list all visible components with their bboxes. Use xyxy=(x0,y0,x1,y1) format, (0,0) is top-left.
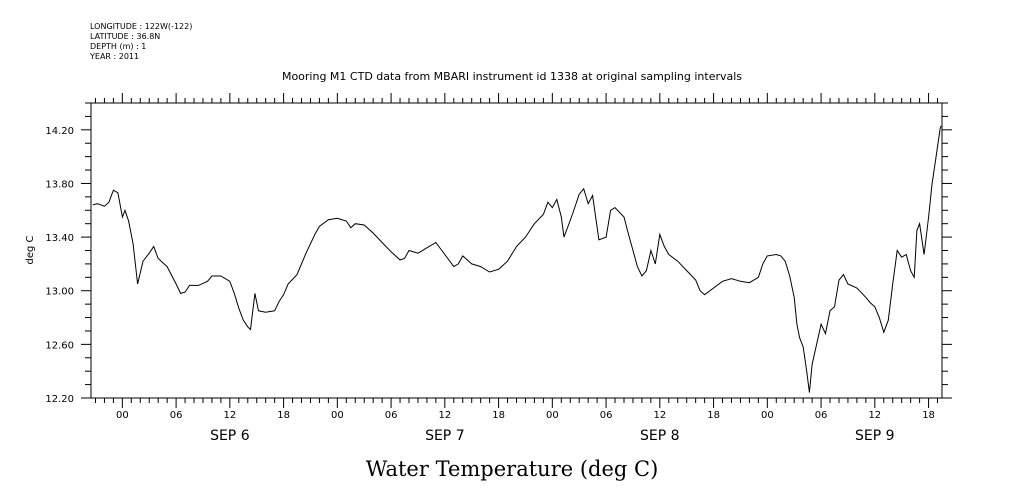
x-tick-label: 18 xyxy=(492,410,505,421)
y-tick-label: 13.00 xyxy=(45,287,74,298)
y-tick-label: 12.60 xyxy=(45,340,74,351)
x-tick-label: 06 xyxy=(815,410,828,421)
y-tick-label: 13.80 xyxy=(45,179,74,190)
y-tick-label: 13.40 xyxy=(45,233,74,244)
temperature-series-line xyxy=(92,125,942,393)
x-tick-label: 00 xyxy=(331,410,344,421)
day-label: SEP 7 xyxy=(425,428,465,444)
x-tick-label: 18 xyxy=(277,410,290,421)
x-axis-day-labels: SEP 6 SEP 7 SEP 8 SEP 9 xyxy=(210,428,895,444)
y-tick-label: 12.20 xyxy=(45,394,74,405)
year-label: YEAR : 2011 xyxy=(90,52,140,61)
x-tick-label: 12 xyxy=(223,410,236,421)
x-tick-label: 18 xyxy=(707,410,720,421)
longitude-label: LONGITUDE : 122W(-122) xyxy=(90,22,193,31)
x-tick-label: 00 xyxy=(761,410,774,421)
x-axis-tick-labels: 00 06 12 18 00 06 12 18 00 06 12 18 00 06 12 18 xyxy=(116,410,935,421)
y-axis-tick-labels: 12.20 12.60 13.00 13.40 13.80 14.20 xyxy=(45,126,74,405)
chart-title: Mooring M1 CTD data from MBARI instrumen… xyxy=(282,70,742,83)
x-tick-label: 12 xyxy=(653,410,666,421)
depth-label: DEPTH (m) : 1 xyxy=(90,42,147,51)
x-tick-label: 06 xyxy=(170,410,183,421)
x-tick-label: 00 xyxy=(116,410,129,421)
day-label: SEP 9 xyxy=(855,428,895,444)
x-axis-title: Water Temperature (deg C) xyxy=(366,457,659,481)
day-label: SEP 8 xyxy=(640,428,680,444)
axis-ticks xyxy=(81,93,952,408)
y-axis-label: deg C xyxy=(25,235,36,264)
latitude-label: LATITUDE : 36.8N xyxy=(90,32,161,41)
x-tick-label: 12 xyxy=(438,410,451,421)
x-tick-label: 18 xyxy=(922,410,935,421)
x-tick-label: 06 xyxy=(600,410,613,421)
y-tick-label: 14.20 xyxy=(45,126,74,137)
x-tick-label: 06 xyxy=(385,410,398,421)
day-label: SEP 6 xyxy=(210,428,250,444)
x-tick-label: 12 xyxy=(868,410,881,421)
metadata-block: LONGITUDE : 122W(-122) LATITUDE : 36.8N … xyxy=(90,22,192,62)
x-tick-label: 00 xyxy=(546,410,559,421)
